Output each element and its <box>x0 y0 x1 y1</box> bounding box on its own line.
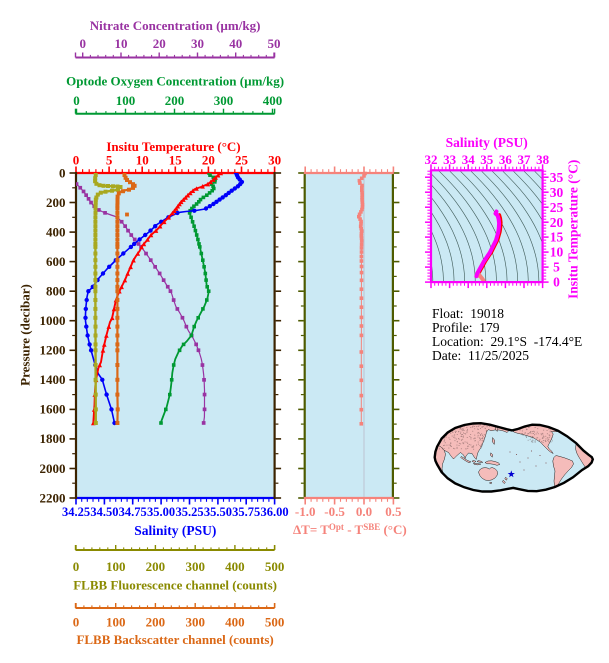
svg-text:34.25: 34.25 <box>62 505 90 519</box>
svg-text:1400: 1400 <box>40 372 66 387</box>
svg-text:2200: 2200 <box>40 490 66 505</box>
svg-text:38: 38 <box>536 152 550 167</box>
svg-text:400: 400 <box>225 559 245 574</box>
svg-text:Date: 11/25/2025: Date: 11/25/2025 <box>432 348 529 363</box>
svg-text:200: 200 <box>146 559 166 574</box>
svg-text:Insitu Temperature (°C): Insitu Temperature (°C) <box>566 160 581 299</box>
svg-text:200: 200 <box>46 195 66 210</box>
svg-text:35.50: 35.50 <box>204 505 232 519</box>
svg-text:400: 400 <box>46 224 66 239</box>
svg-text:0.5: 0.5 <box>385 504 402 519</box>
svg-text:600: 600 <box>46 254 66 269</box>
svg-text:Float: 19018: Float: 19018 <box>432 306 504 321</box>
svg-text:15: 15 <box>550 230 564 245</box>
svg-text:0: 0 <box>73 93 80 108</box>
svg-text:37: 37 <box>518 152 532 167</box>
svg-text:400: 400 <box>225 615 245 630</box>
svg-text:35: 35 <box>480 152 494 167</box>
svg-text:0: 0 <box>79 36 86 51</box>
svg-text:32: 32 <box>425 152 438 167</box>
svg-text:20: 20 <box>202 153 215 168</box>
svg-text:FLBB Backscatter channel (coun: FLBB Backscatter channel (counts) <box>76 632 273 647</box>
svg-text:1000: 1000 <box>40 313 66 328</box>
svg-text:30: 30 <box>550 185 564 200</box>
svg-text:34: 34 <box>462 152 476 167</box>
svg-text:200: 200 <box>165 93 185 108</box>
svg-text:36.00: 36.00 <box>261 505 289 519</box>
svg-text:200: 200 <box>146 615 166 630</box>
svg-text:35.00: 35.00 <box>147 505 175 519</box>
svg-text:34.75: 34.75 <box>119 505 147 519</box>
svg-text:100: 100 <box>116 93 136 108</box>
svg-text:25: 25 <box>550 200 564 215</box>
svg-text:50: 50 <box>268 36 281 51</box>
svg-text:Location: 29.1°S -174.4°E: Location: 29.1°S -174.4°E <box>432 334 582 349</box>
svg-text:1600: 1600 <box>40 402 66 417</box>
svg-text:10: 10 <box>550 245 564 260</box>
svg-text:20: 20 <box>550 215 564 230</box>
svg-text:FLBB Fluorescence channel (cou: FLBB Fluorescence channel (counts) <box>73 578 277 593</box>
svg-text:34.50: 34.50 <box>90 505 118 519</box>
svg-text:100: 100 <box>106 559 126 574</box>
svg-text:Salinity (PSU): Salinity (PSU) <box>446 135 528 150</box>
svg-text:30: 30 <box>191 36 204 51</box>
svg-text:300: 300 <box>185 615 205 630</box>
svg-text:0: 0 <box>553 275 560 290</box>
svg-text:ΔT= TOpt - TSBE (°C): ΔT= TOpt - TSBE (°C) <box>293 522 407 537</box>
svg-text:35.25: 35.25 <box>175 505 203 519</box>
svg-text:Nitrate Concentration (µm/kg): Nitrate Concentration (µm/kg) <box>90 18 261 33</box>
svg-text:-1.0: -1.0 <box>295 504 316 519</box>
svg-text:25: 25 <box>235 153 249 168</box>
svg-text:10: 10 <box>115 36 128 51</box>
svg-text:800: 800 <box>46 284 66 299</box>
svg-text:Pressure (decibar): Pressure (decibar) <box>18 284 33 386</box>
svg-text:5: 5 <box>553 260 560 275</box>
svg-text:500: 500 <box>265 559 285 574</box>
svg-text:36: 36 <box>499 152 513 167</box>
svg-text:33: 33 <box>443 152 457 167</box>
svg-text:300: 300 <box>185 559 205 574</box>
svg-text:-0.5: -0.5 <box>324 504 345 519</box>
svg-text:0: 0 <box>73 615 80 630</box>
svg-text:500: 500 <box>265 615 285 630</box>
svg-text:Insitu Temperature (°C): Insitu Temperature (°C) <box>106 139 240 154</box>
svg-text:Optode Oxygen Concentration (µ: Optode Oxygen Concentration (µm/kg) <box>66 73 284 88</box>
svg-text:30: 30 <box>268 153 281 168</box>
svg-text:35: 35 <box>550 170 564 185</box>
svg-text:15: 15 <box>169 153 183 168</box>
svg-text:35.75: 35.75 <box>232 505 260 519</box>
svg-text:10: 10 <box>136 153 149 168</box>
svg-text:0.0: 0.0 <box>356 504 372 519</box>
svg-text:2000: 2000 <box>40 461 66 476</box>
svg-text:0: 0 <box>59 165 66 180</box>
svg-text:300: 300 <box>214 93 234 108</box>
svg-text:400: 400 <box>263 93 283 108</box>
svg-text:20: 20 <box>153 36 166 51</box>
svg-text:0: 0 <box>73 559 80 574</box>
svg-text:Salinity (PSU): Salinity (PSU) <box>134 523 216 538</box>
svg-text:100: 100 <box>106 615 126 630</box>
svg-text:1200: 1200 <box>40 343 66 358</box>
svg-text:1800: 1800 <box>40 431 66 446</box>
svg-text:0: 0 <box>73 153 80 168</box>
svg-text:Profile: 179: Profile: 179 <box>432 320 500 335</box>
svg-text:5: 5 <box>106 153 113 168</box>
svg-text:40: 40 <box>229 36 242 51</box>
